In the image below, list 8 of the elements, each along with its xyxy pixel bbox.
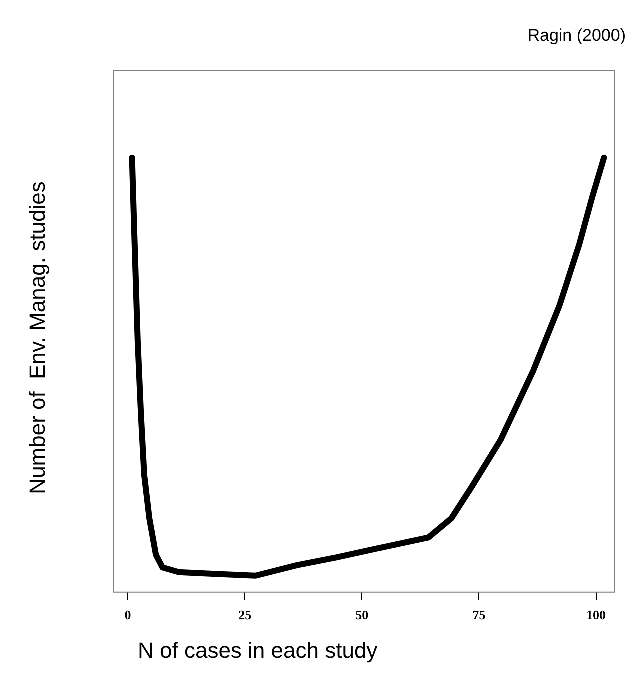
x-tick-label: 0 [124,608,132,623]
text: Ragin (2000) [528,26,626,46]
x-tick-label: 50 [356,608,369,623]
x-tick-label: 75 [472,608,486,623]
x-tick-label: 100 [586,608,606,623]
x-axis-title: N of cases in each study [138,638,378,664]
x-tick-label: 25 [238,608,252,623]
y-axis-title: Number of Env. Manag. studies [25,182,51,494]
